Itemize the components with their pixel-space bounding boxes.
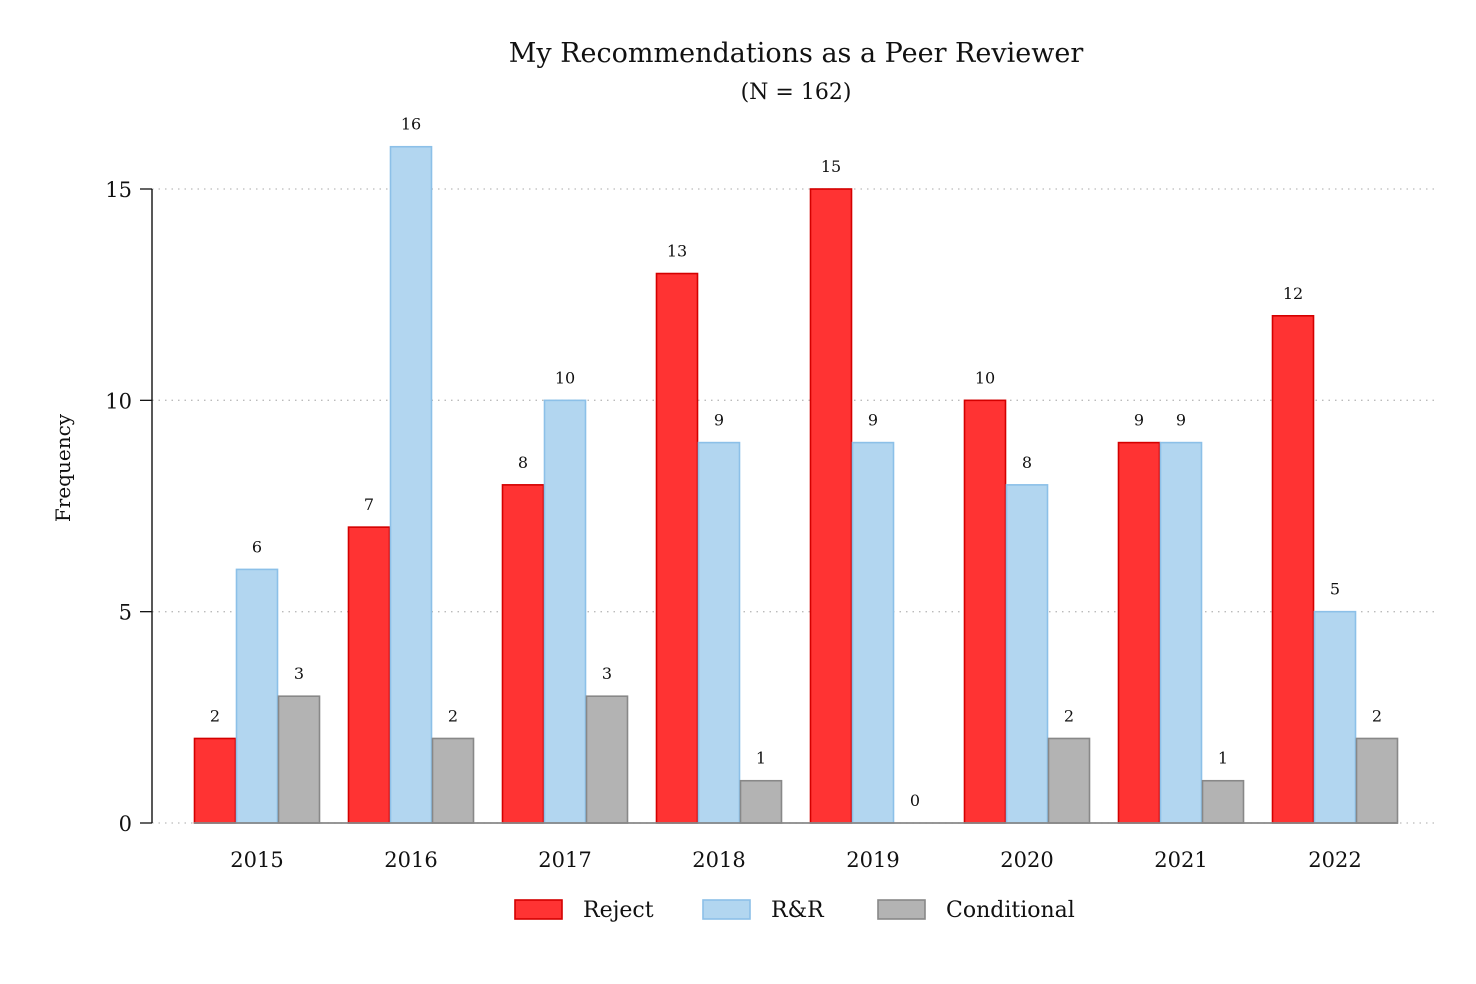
legend-swatch-conditional bbox=[877, 899, 926, 920]
bar-conditional-2016 bbox=[431, 737, 475, 824]
x-tick-label: 2016 bbox=[384, 848, 437, 872]
data-label: 2 bbox=[1064, 706, 1074, 725]
bar-conditional-2020 bbox=[1047, 737, 1091, 824]
bar-conditional-2018 bbox=[739, 779, 783, 824]
y-tick-label: 5 bbox=[119, 601, 132, 625]
bar-rr-2017 bbox=[543, 399, 587, 824]
data-label: 3 bbox=[294, 664, 304, 683]
data-labels: 2 6 3 7 16 2 8 10 3 13 9 1 15 9 0 10 8 2 9 9 1 12 5 2 bbox=[210, 115, 1382, 810]
bar-rr-2015 bbox=[235, 568, 279, 824]
x-tick-label: 2022 bbox=[1308, 848, 1361, 872]
data-label: 9 bbox=[1176, 411, 1186, 430]
y-axis-label: Frequency bbox=[51, 413, 75, 522]
data-label: 9 bbox=[868, 411, 878, 430]
legend-swatch-rr bbox=[702, 899, 751, 920]
data-label: 10 bbox=[975, 368, 995, 387]
data-label: 9 bbox=[1134, 411, 1144, 430]
legend-label: R&R bbox=[771, 898, 825, 923]
bar-reject-2017 bbox=[501, 484, 545, 824]
data-label: 2 bbox=[1372, 706, 1382, 725]
data-label: 6 bbox=[252, 537, 262, 556]
bar-conditional-2017 bbox=[585, 695, 629, 824]
data-label: 5 bbox=[1330, 580, 1340, 599]
bar-reject-2020 bbox=[963, 399, 1007, 824]
gridlines bbox=[152, 188, 1438, 824]
legend-swatch-reject bbox=[514, 899, 563, 920]
legend: Reject R&R Conditional bbox=[514, 898, 1075, 923]
bar-reject-2019 bbox=[809, 188, 853, 824]
y-tick-label: 15 bbox=[105, 178, 132, 202]
chart-subtitle: (N = 162) bbox=[741, 80, 852, 105]
data-label: 16 bbox=[401, 115, 421, 134]
data-label: 0 bbox=[910, 791, 920, 810]
bar-reject-2016 bbox=[347, 526, 391, 824]
data-label: 8 bbox=[518, 453, 528, 472]
x-tick-label: 2015 bbox=[230, 848, 283, 872]
bar-rr-2020 bbox=[1005, 484, 1049, 824]
y-tick-label: 10 bbox=[105, 389, 132, 413]
data-label: 7 bbox=[364, 495, 374, 514]
x-tick-label: 2019 bbox=[846, 848, 899, 872]
data-label: 8 bbox=[1022, 453, 1032, 472]
bar-reject-2021 bbox=[1117, 441, 1161, 824]
bar-rr-2022 bbox=[1313, 610, 1357, 824]
y-tick-label: 0 bbox=[119, 812, 132, 836]
bar-rr-2021 bbox=[1159, 441, 1203, 824]
legend-label: Conditional bbox=[946, 898, 1075, 923]
data-label: 12 bbox=[1283, 284, 1303, 303]
x-tick-label: 2017 bbox=[538, 848, 591, 872]
bar-reject-2018 bbox=[655, 272, 699, 824]
bar-conditional-2021 bbox=[1201, 779, 1245, 824]
bar-rr-2016 bbox=[389, 145, 433, 824]
data-label: 3 bbox=[602, 664, 612, 683]
bar-rr-2018 bbox=[697, 441, 741, 824]
x-tick-label: 2021 bbox=[1154, 848, 1207, 872]
bar-reject-2022 bbox=[1271, 314, 1315, 824]
data-label: 13 bbox=[667, 242, 687, 261]
data-label: 15 bbox=[821, 157, 841, 176]
bar-conditional-2022 bbox=[1355, 737, 1399, 824]
data-label: 10 bbox=[555, 368, 575, 387]
data-label: 2 bbox=[210, 706, 220, 725]
data-label: 1 bbox=[756, 749, 766, 768]
bar-conditional-2015 bbox=[277, 695, 321, 824]
data-label: 1 bbox=[1218, 749, 1228, 768]
bar-reject-2015 bbox=[193, 737, 237, 824]
chart-title: My Recommendations as a Peer Reviewer bbox=[509, 38, 1084, 69]
bar-rr-2019 bbox=[851, 441, 895, 824]
x-tick-label: 2020 bbox=[1000, 848, 1053, 872]
data-label: 9 bbox=[714, 411, 724, 430]
bars bbox=[193, 145, 1399, 824]
data-label: 2 bbox=[448, 706, 458, 725]
legend-label: Reject bbox=[583, 898, 654, 923]
x-tick-label: 2018 bbox=[692, 848, 745, 872]
